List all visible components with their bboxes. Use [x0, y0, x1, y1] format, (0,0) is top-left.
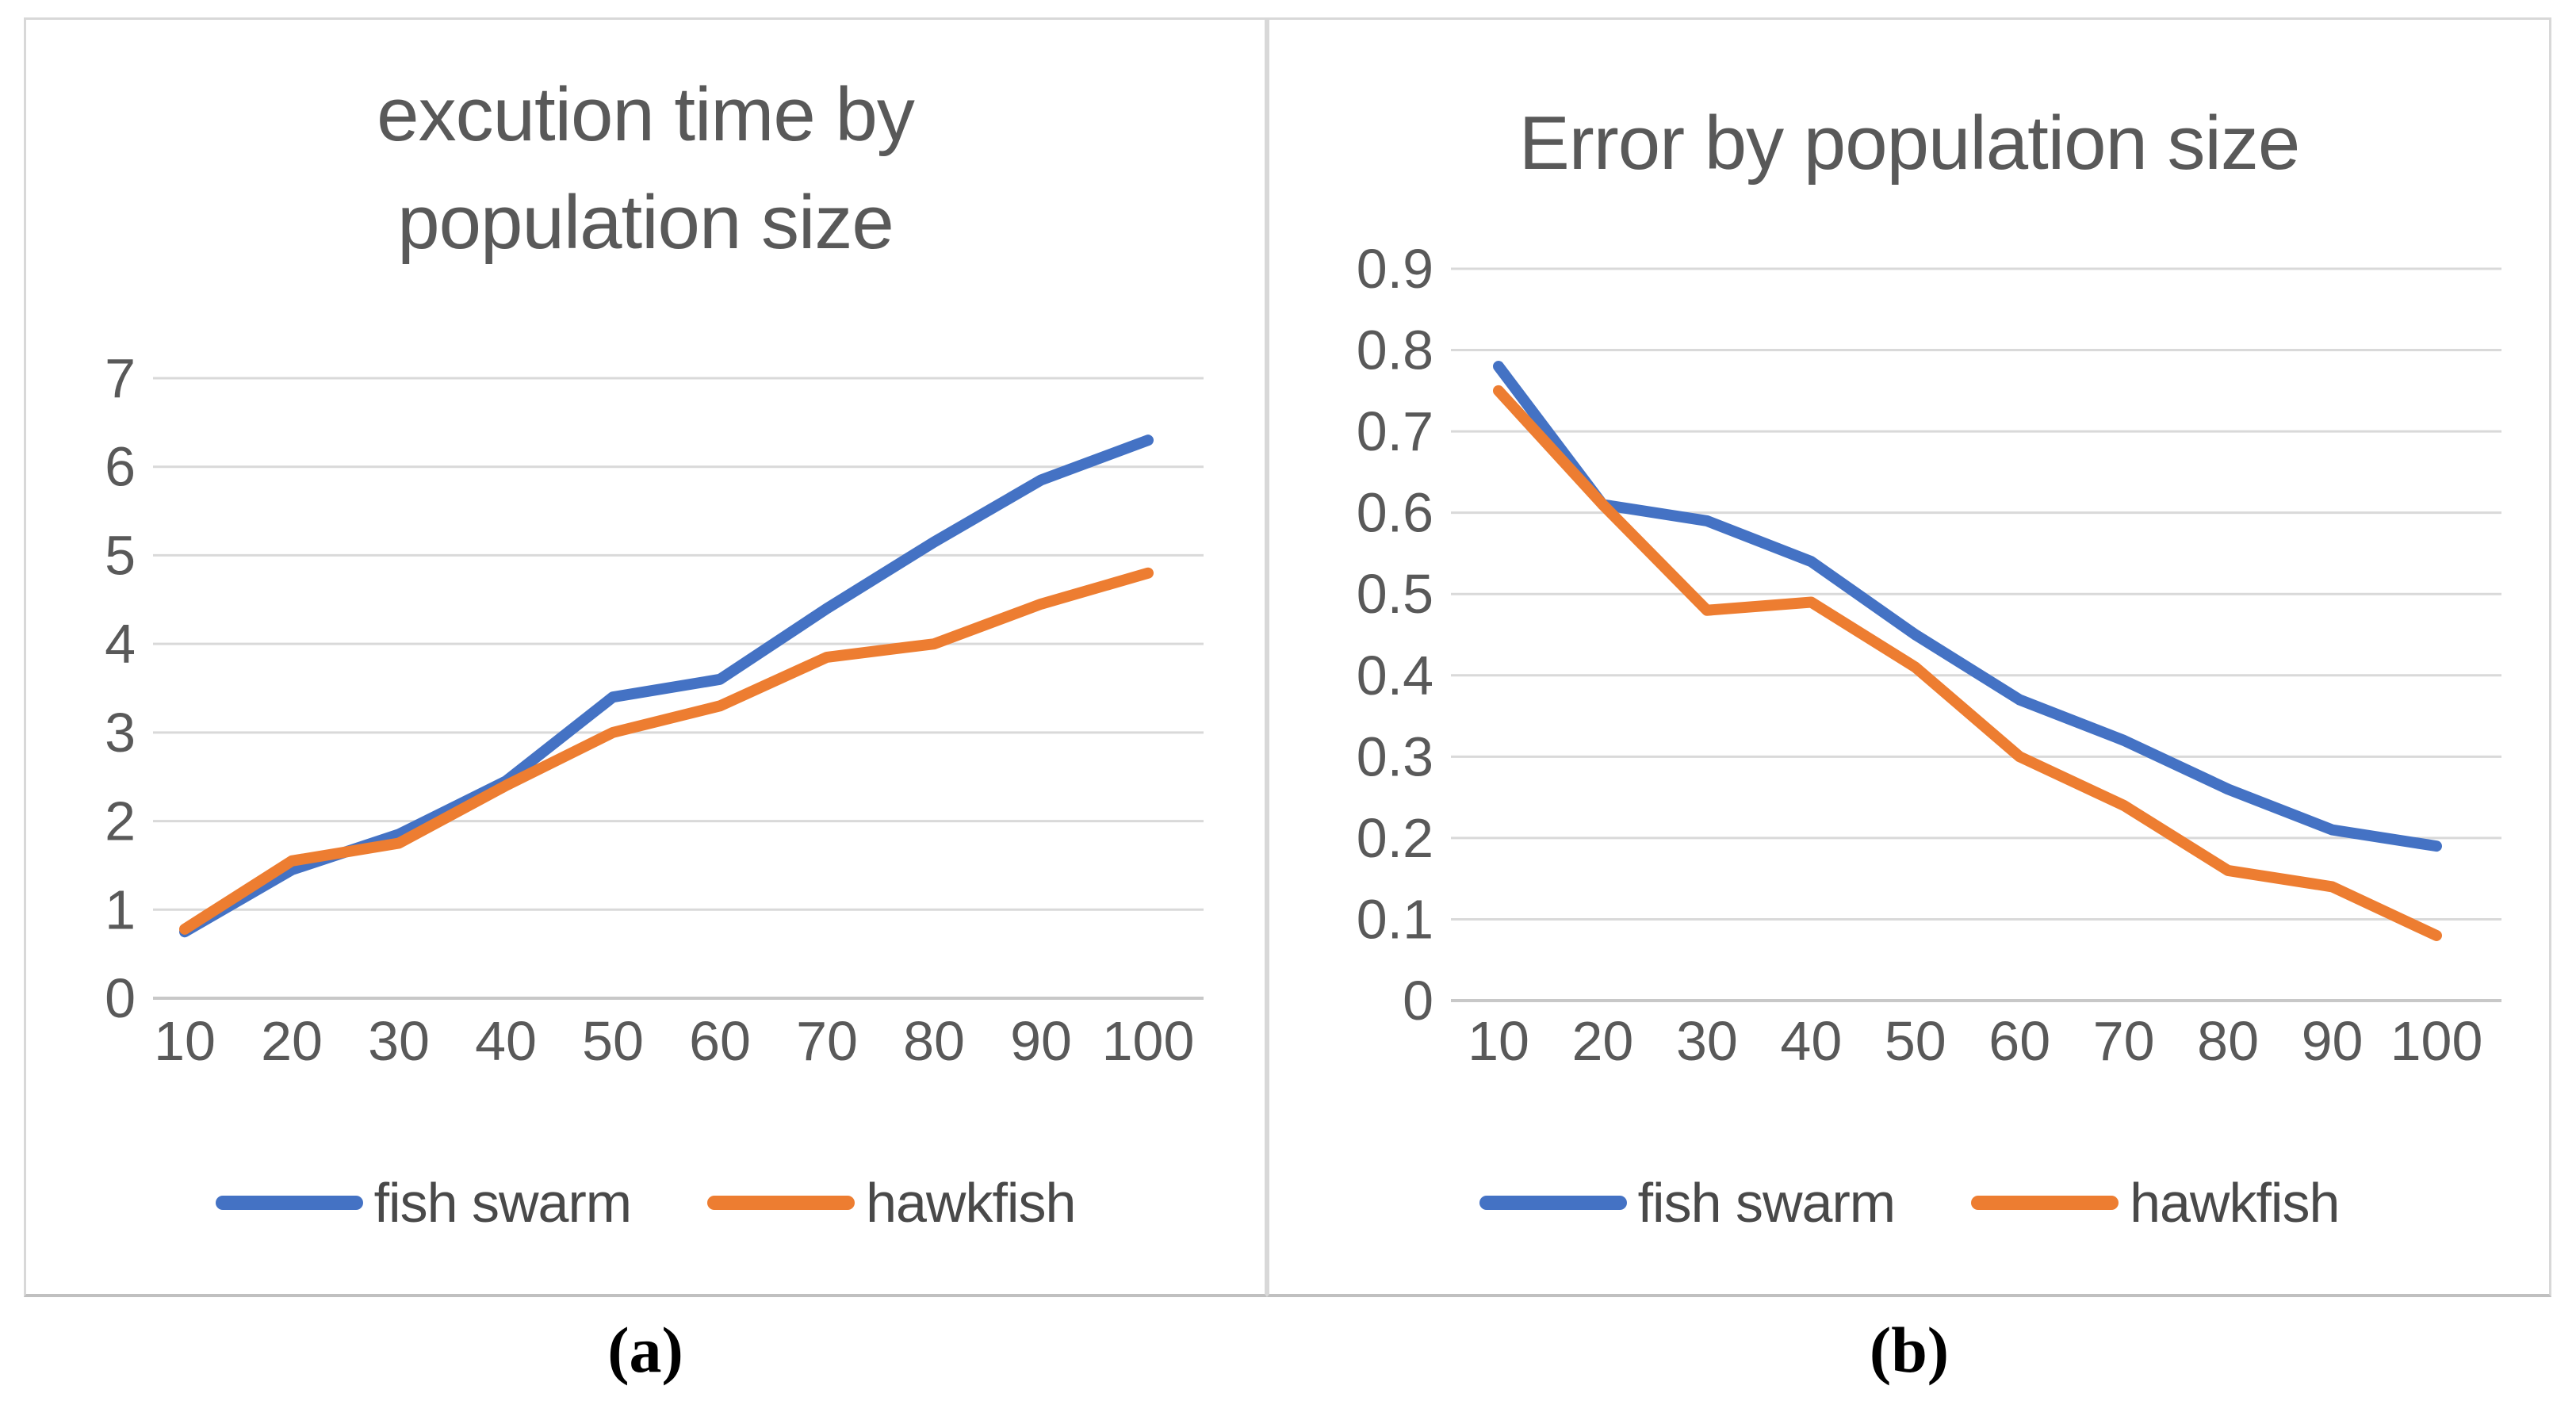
svg-text:1: 1	[105, 878, 136, 940]
chart-b-plot-area: 0 0.1 0.2 0.3 0.4 0.5 0.6 0.7 0.8 0.9 10 20 30 40 50 60…	[1357, 238, 2501, 1072]
gridlines	[153, 377, 1204, 1000]
y-tick-labels: 0 1 2 3 4 5 6 7	[105, 347, 136, 1029]
svg-text:60: 60	[1988, 1010, 2050, 1072]
svg-text:100: 100	[2390, 1010, 2483, 1072]
chart-a-legend: fish swarm hawkfish	[26, 1171, 1265, 1234]
svg-text:90: 90	[2302, 1010, 2364, 1072]
svg-text:0.3: 0.3	[1357, 725, 1433, 787]
chart-a-title: excution time by population size	[377, 72, 915, 266]
gridlines	[1451, 267, 2501, 1002]
legend-item-hawkfish: hawkfish	[707, 1171, 1076, 1234]
svg-text:60: 60	[689, 1010, 751, 1072]
svg-text:5: 5	[105, 524, 136, 586]
svg-text:70: 70	[2093, 1010, 2155, 1072]
fish-swarm-line-swatch-icon	[1479, 1196, 1627, 1210]
legend-item-fish-swarm: fish swarm	[215, 1171, 632, 1234]
svg-text:50: 50	[582, 1010, 644, 1072]
svg-text:7: 7	[105, 347, 136, 409]
chart-b-legend: fish swarm hawkfish	[1269, 1171, 2549, 1234]
svg-text:40: 40	[1780, 1010, 1842, 1072]
legend-label: fish swarm	[373, 1172, 632, 1234]
svg-text:70: 70	[796, 1010, 858, 1072]
caption-a: (a)	[607, 1314, 683, 1386]
svg-text:30: 30	[1676, 1010, 1738, 1072]
legend-label: fish swarm	[1637, 1172, 1896, 1234]
y-tick-labels: 0 0.1 0.2 0.3 0.4 0.5 0.6 0.7 0.8 0.9	[1357, 238, 1433, 1032]
svg-text:0.1: 0.1	[1357, 888, 1433, 950]
svg-text:0.4: 0.4	[1357, 645, 1433, 706]
svg-text:20: 20	[1572, 1010, 1634, 1072]
svg-text:80: 80	[903, 1010, 965, 1072]
svg-text:0.8: 0.8	[1357, 320, 1433, 381]
svg-text:0.5: 0.5	[1357, 563, 1433, 625]
svg-text:100: 100	[1102, 1010, 1195, 1072]
chart-b-title: Error by population size	[1518, 101, 2301, 186]
x-tick-labels: 10 20 30 40 50 60 70 80 90 100	[1468, 1010, 2482, 1072]
hawkfish-line-swatch-icon	[707, 1196, 855, 1210]
svg-text:20: 20	[261, 1010, 323, 1072]
legend-label: hawkfish	[866, 1172, 1076, 1234]
svg-text:4: 4	[105, 613, 136, 675]
svg-text:2: 2	[105, 790, 136, 852]
hawkfish-line-swatch-icon	[1971, 1196, 2119, 1210]
svg-text:0.6: 0.6	[1357, 482, 1433, 544]
svg-text:0.7: 0.7	[1357, 400, 1433, 462]
chart-panel-a: excution time by population size 0 1 2 3 4 5 6…	[24, 17, 1267, 1297]
fish-swarm-line-swatch-icon	[215, 1196, 363, 1210]
svg-text:10: 10	[1468, 1010, 1529, 1072]
svg-text:10: 10	[154, 1010, 216, 1072]
svg-text:0: 0	[1403, 970, 1433, 1032]
legend-item-hawkfish: hawkfish	[1971, 1171, 2340, 1234]
series-line-hawkfish	[179, 567, 1154, 935]
series-line-hawkfish	[1493, 385, 2442, 941]
svg-text:30: 30	[368, 1010, 430, 1072]
svg-text:80: 80	[2197, 1010, 2259, 1072]
caption-b: (b)	[1869, 1314, 1950, 1386]
svg-text:40: 40	[475, 1010, 537, 1072]
series-line-fish-swarm	[1493, 361, 2442, 852]
x-tick-labels: 10 20 30 40 50 60 70 80 90 100	[154, 1010, 1194, 1072]
svg-text:0.9: 0.9	[1357, 238, 1433, 300]
svg-text:3: 3	[105, 702, 136, 764]
chart-panel-b: Error by population size 0 0.1 0.2 0.3 0.4 0.…	[1267, 17, 2551, 1297]
svg-text:0: 0	[105, 967, 136, 1029]
svg-text:0.2: 0.2	[1357, 807, 1433, 869]
svg-text:90: 90	[1010, 1010, 1072, 1072]
chart-a-plot-area: 0 1 2 3 4 5 6 7 10 20 30 40 50 60 70 80 90 100	[105, 347, 1204, 1072]
svg-text:6: 6	[105, 436, 136, 498]
svg-text:50: 50	[1885, 1010, 1946, 1072]
legend-label: hawkfish	[2130, 1172, 2340, 1234]
legend-item-fish-swarm: fish swarm	[1479, 1171, 1896, 1234]
